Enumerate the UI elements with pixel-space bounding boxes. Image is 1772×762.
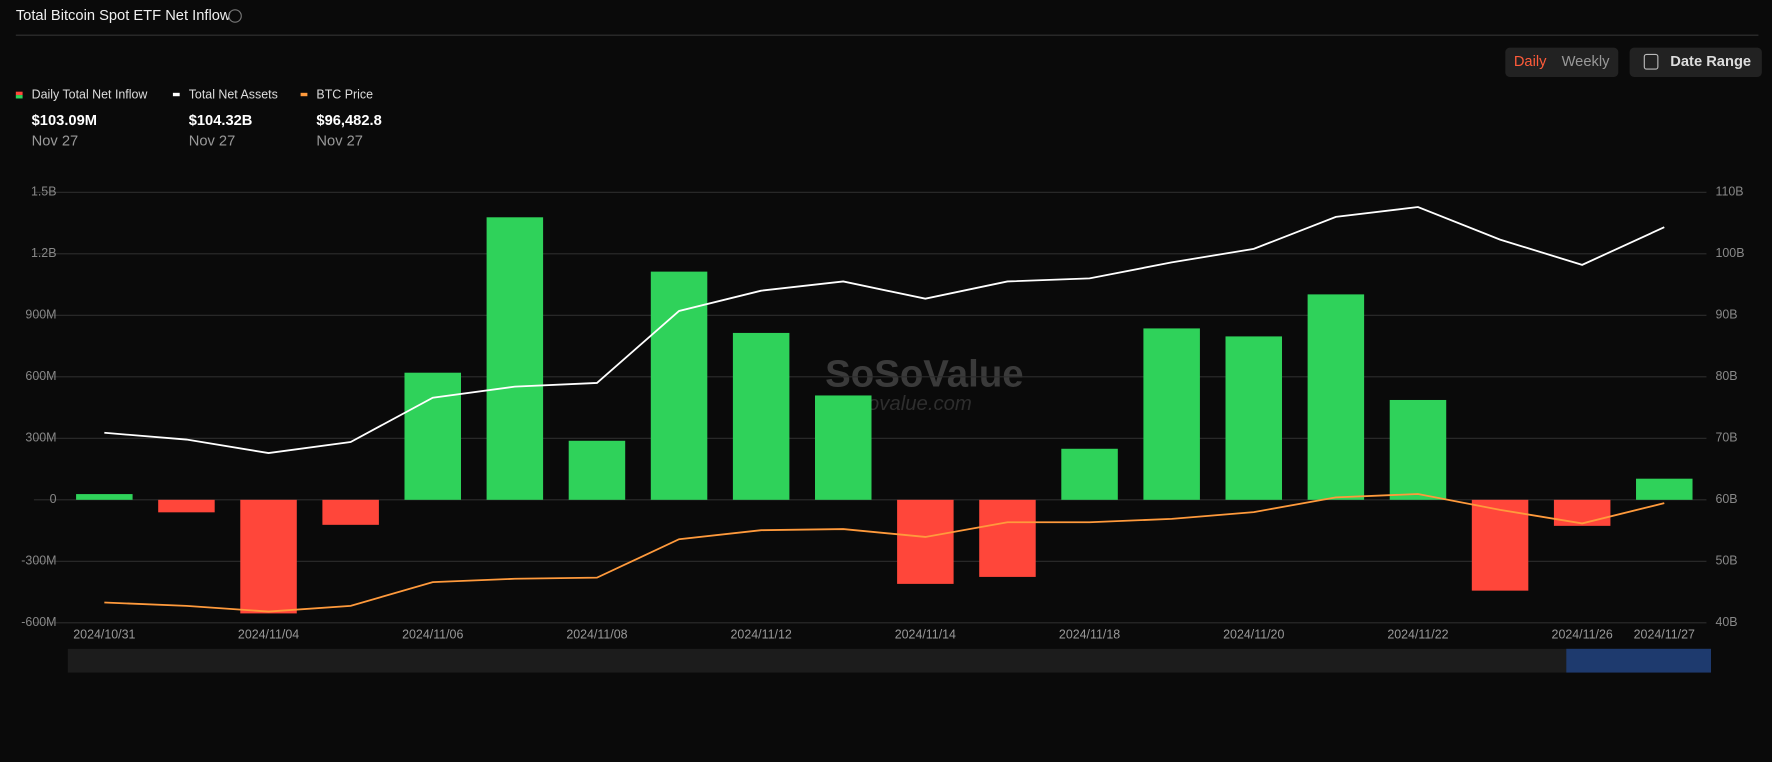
x-tick-label: 2024/11/26	[1552, 628, 1613, 642]
legend-label: Total Net Assets	[189, 87, 278, 101]
bar	[1553, 499, 1611, 526]
y-tick-label: 300M	[25, 431, 56, 445]
legend-value: $96,482.8	[316, 113, 381, 129]
y2-tick-label: 110B	[1715, 185, 1743, 199]
legend-value: $103.09M	[32, 113, 97, 129]
info-icon[interactable]	[228, 9, 242, 23]
bar	[1636, 478, 1693, 500]
date-range-button[interactable]	[1629, 47, 1762, 78]
bar	[322, 499, 379, 525]
weekly-button[interactable]: Weekly	[1562, 54, 1611, 70]
bar	[76, 494, 133, 500]
legend-date: Nov 27	[189, 133, 236, 149]
y-tick-label: 900M	[25, 308, 56, 322]
bar	[240, 499, 297, 614]
bar	[1143, 328, 1200, 500]
x-tick-label: 2024/11/20	[1223, 628, 1284, 642]
line	[104, 206, 1665, 454]
watermark: SoSoValue	[825, 353, 1024, 396]
legend-swatch	[172, 92, 180, 97]
bar	[897, 499, 954, 584]
x-tick-label: 2024/11/08	[566, 628, 627, 642]
bar	[732, 332, 790, 500]
y2-tick-label: 90B	[1715, 308, 1737, 322]
x-tick-label: 2024/11/18	[1059, 628, 1120, 642]
bar	[568, 440, 626, 500]
bar	[650, 271, 708, 500]
y2-tick-label: 40B	[1715, 615, 1737, 629]
legend-swatch	[15, 91, 23, 96]
y-tick-label: 1.5B	[31, 185, 57, 199]
y-tick-label: 600M	[25, 369, 56, 383]
chart-title: Total Bitcoin Spot ETF Net Inflow	[16, 8, 231, 24]
calendar-icon	[1643, 53, 1659, 70]
legend-label: BTC Price	[316, 87, 373, 101]
navigator[interactable]	[67, 648, 1711, 673]
x-tick-label: 2024/11/27	[1634, 628, 1695, 642]
bar	[1061, 448, 1118, 500]
y2-tick-label: 100B	[1715, 246, 1744, 260]
y2-tick-label: 50B	[1715, 554, 1737, 568]
daily-button[interactable]: Daily	[1514, 54, 1547, 70]
bar	[979, 499, 1036, 577]
y2-tick-label: 70B	[1715, 431, 1737, 445]
bar	[1225, 336, 1283, 500]
x-tick-label: 2024/11/22	[1387, 628, 1448, 642]
legend-value: $104.32B	[189, 113, 253, 129]
x-tick-label: 2024/10/31	[73, 628, 135, 642]
y-tick-label: -600M	[21, 615, 56, 629]
x-tick-label: 2024/11/14	[895, 628, 956, 642]
bar	[1389, 399, 1447, 500]
bar	[404, 372, 461, 500]
bar	[815, 395, 872, 500]
legend-date: Nov 27	[316, 133, 363, 149]
y2-tick-label: 60B	[1715, 492, 1737, 506]
x-tick-label: 2024/11/12	[731, 628, 792, 642]
x-tick-label: 2024/11/04	[238, 628, 299, 642]
y-tick-label: 1.2B	[31, 246, 57, 260]
legend-date: Nov 27	[32, 133, 79, 149]
legend-swatch	[15, 95, 23, 99]
line	[104, 493, 1665, 613]
period-toggle[interactable]	[1505, 47, 1619, 78]
y-tick-label: -300M	[21, 554, 56, 568]
y-tick-label: 0	[50, 492, 57, 506]
navigator-window[interactable]	[1566, 648, 1711, 673]
date-range-label[interactable]: Date Range	[1670, 54, 1751, 70]
bar	[1471, 499, 1529, 591]
legend-swatch	[300, 92, 308, 97]
bar	[486, 217, 544, 500]
legend-label: Daily Total Net Inflow	[32, 87, 148, 101]
bar	[158, 499, 215, 513]
x-tick-label: 2024/11/06	[402, 628, 463, 642]
y2-tick-label: 80B	[1715, 369, 1737, 383]
bar	[1307, 294, 1365, 500]
